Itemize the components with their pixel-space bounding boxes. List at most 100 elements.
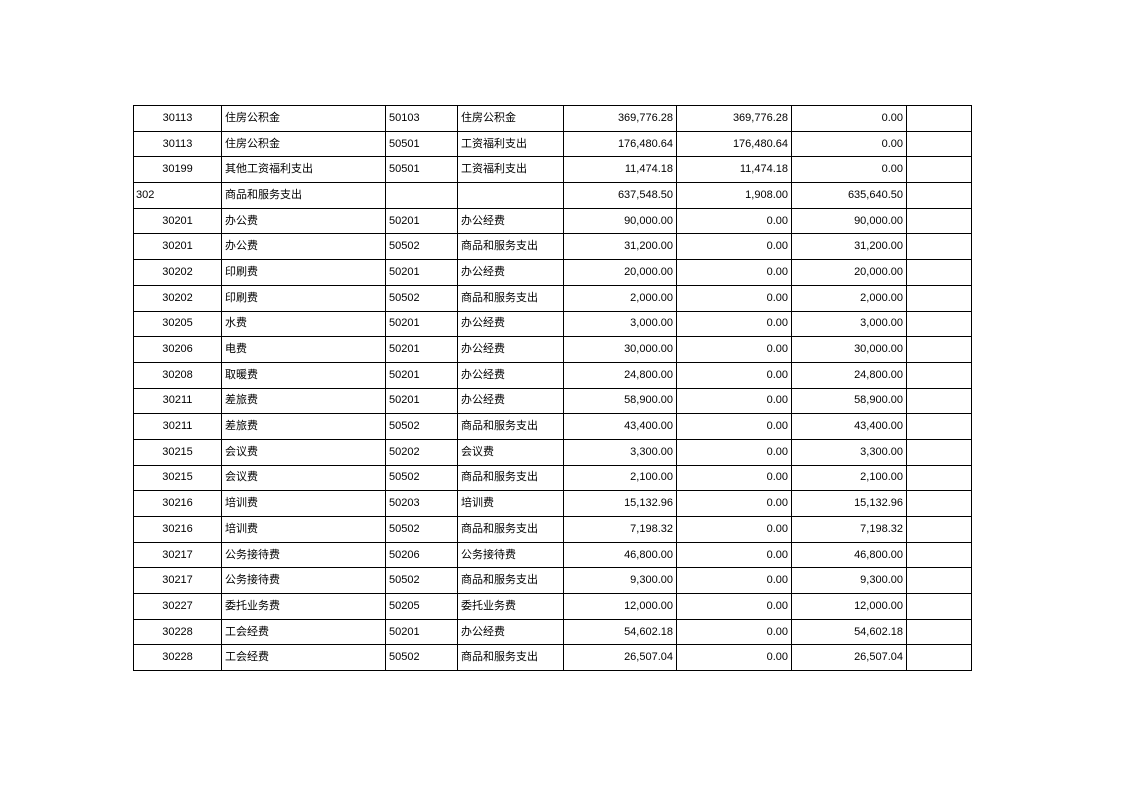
cell-account-subject-name: 办公经费 [457, 618, 564, 646]
cell-empty-cell [906, 130, 972, 158]
table-row: 30217 公务接待费 50502 商品和服务支出 9,300.00 0.00 9,300.… [133, 567, 972, 595]
cell-account-subject-name: 公务接待费 [457, 541, 564, 569]
cell-empty-cell [906, 105, 972, 132]
cell-amount-col-3: 54,602.18 [791, 618, 907, 646]
cell-economic-class-name: 差旅费 [221, 413, 386, 440]
cell-economic-class-name: 印刷费 [221, 259, 386, 286]
cell-empty-cell [906, 541, 972, 569]
cell-economic-class-code: 30206 [133, 336, 222, 363]
cell-account-subject-name: 商品和服务支出 [457, 413, 564, 440]
cell-account-subject-name: 办公经费 [457, 207, 564, 235]
table-row: 30228 工会经费 50201 办公经费 54,602.18 0.00 54,602.18 [133, 618, 972, 646]
cell-economic-class-name: 培训费 [221, 516, 386, 543]
cell-account-subject-code: 50502 [385, 233, 458, 261]
cell-amount-col-1: 20,000.00 [563, 259, 677, 286]
cell-amount-col-2: 0.00 [676, 490, 792, 517]
table-row: 30201 办公费 50502 商品和服务支出 31,200.00 0.00 31,200.… [133, 233, 972, 261]
cell-economic-class-code: 30228 [133, 618, 222, 646]
cell-amount-col-3: 0.00 [791, 156, 907, 184]
cell-account-subject-name: 办公经费 [457, 336, 564, 363]
table-row: 30113 住房公积金 50501 工资福利支出 176,480.64 176,480.6… [133, 130, 972, 158]
cell-amount-col-1: 46,800.00 [563, 541, 677, 569]
cell-amount-col-1: 9,300.00 [563, 567, 677, 595]
expense-account-mapping-table: 30113 住房公积金 50103 住房公积金 369,776.28 369,776.28… [133, 105, 972, 672]
cell-account-subject-code: 50201 [385, 336, 458, 363]
cell-economic-class-name: 差旅费 [221, 387, 386, 415]
cell-amount-col-3: 90,000.00 [791, 207, 907, 235]
cell-amount-col-3: 31,200.00 [791, 233, 907, 261]
cell-amount-col-3: 12,000.00 [791, 593, 907, 620]
cell-account-subject-name: 会议费 [457, 438, 564, 466]
table-row: 30215 会议费 50202 会议费 3,300.00 0.00 3,300.00 [133, 438, 972, 466]
cell-amount-col-1: 637,548.50 [563, 182, 677, 209]
cell-amount-col-3: 2,000.00 [791, 284, 907, 312]
cell-amount-col-2: 0.00 [676, 464, 792, 492]
cell-economic-class-name: 会议费 [221, 438, 386, 466]
cell-amount-col-2: 0.00 [676, 644, 792, 672]
cell-amount-col-3: 15,132.96 [791, 490, 907, 517]
table-row: 30227 委托业务费 50205 委托业务费 12,000.00 0.00 12,000.… [133, 593, 972, 620]
cell-amount-col-2: 0.00 [676, 618, 792, 646]
cell-economic-class-name: 公务接待费 [221, 567, 386, 595]
cell-economic-class-name: 电费 [221, 336, 386, 363]
cell-amount-col-3: 43,400.00 [791, 413, 907, 440]
table-row: 30201 办公费 50201 办公经费 90,000.00 0.00 90,000.00 [133, 207, 972, 235]
cell-account-subject-code: 50201 [385, 387, 458, 415]
cell-account-subject-code: 50502 [385, 413, 458, 440]
cell-economic-class-code: 30215 [133, 464, 222, 492]
cell-amount-col-3: 26,507.04 [791, 644, 907, 672]
cell-account-subject-code [385, 182, 458, 209]
cell-economic-class-name: 会议费 [221, 464, 386, 492]
cell-amount-col-2: 1,908.00 [676, 182, 792, 209]
cell-account-subject-name [457, 182, 564, 209]
cell-account-subject-name: 住房公积金 [457, 105, 564, 132]
cell-amount-col-3: 30,000.00 [791, 336, 907, 363]
cell-economic-class-code: 30202 [133, 259, 222, 286]
cell-account-subject-code: 50502 [385, 644, 458, 672]
cell-amount-col-2: 11,474.18 [676, 156, 792, 184]
cell-amount-col-2: 0.00 [676, 567, 792, 595]
cell-amount-col-3: 24,800.00 [791, 361, 907, 389]
cell-account-subject-name: 商品和服务支出 [457, 284, 564, 312]
cell-account-subject-code: 50201 [385, 361, 458, 389]
cell-account-subject-code: 50206 [385, 541, 458, 569]
table-row: 30215 会议费 50502 商品和服务支出 2,100.00 0.00 2,100.00 [133, 464, 972, 492]
cell-economic-class-name: 水费 [221, 310, 386, 338]
cell-economic-class-name: 住房公积金 [221, 105, 386, 132]
cell-economic-class-code: 30208 [133, 361, 222, 389]
table-row: 30199 其他工资福利支出 50501 工资福利支出 11,474.18 11,474.… [133, 156, 972, 184]
cell-empty-cell [906, 233, 972, 261]
cell-amount-col-1: 369,776.28 [563, 105, 677, 132]
cell-amount-col-3: 7,198.32 [791, 516, 907, 543]
cell-amount-col-1: 3,000.00 [563, 310, 677, 338]
cell-economic-class-code: 30211 [133, 387, 222, 415]
cell-amount-col-1: 58,900.00 [563, 387, 677, 415]
cell-amount-col-1: 26,507.04 [563, 644, 677, 672]
cell-economic-class-code: 30228 [133, 644, 222, 672]
cell-economic-class-code: 30215 [133, 438, 222, 466]
cell-economic-class-name: 培训费 [221, 490, 386, 517]
cell-amount-col-2: 0.00 [676, 233, 792, 261]
cell-economic-class-name: 印刷费 [221, 284, 386, 312]
cell-amount-col-3: 46,800.00 [791, 541, 907, 569]
cell-amount-col-1: 24,800.00 [563, 361, 677, 389]
cell-amount-col-2: 0.00 [676, 516, 792, 543]
cell-empty-cell [906, 438, 972, 466]
cell-account-subject-name: 工资福利支出 [457, 130, 564, 158]
cell-account-subject-name: 工资福利支出 [457, 156, 564, 184]
table-row: 30205 水费 50201 办公经费 3,000.00 0.00 3,000.00 [133, 310, 972, 338]
cell-account-subject-name: 培训费 [457, 490, 564, 517]
cell-account-subject-code: 50203 [385, 490, 458, 517]
cell-economic-class-code: 30211 [133, 413, 222, 440]
cell-empty-cell [906, 413, 972, 440]
cell-economic-class-name: 商品和服务支出 [221, 182, 386, 209]
cell-economic-class-name: 委托业务费 [221, 593, 386, 620]
table-row: 30228 工会经费 50502 商品和服务支出 26,507.04 0.00 26,507… [133, 644, 972, 672]
cell-economic-class-code: 30199 [133, 156, 222, 184]
cell-empty-cell [906, 156, 972, 184]
cell-amount-col-3: 0.00 [791, 105, 907, 132]
cell-amount-col-1: 7,198.32 [563, 516, 677, 543]
table-row: 30216 培训费 50502 商品和服务支出 7,198.32 0.00 7,198.32 [133, 516, 972, 543]
cell-economic-class-name: 其他工资福利支出 [221, 156, 386, 184]
cell-account-subject-code: 50201 [385, 207, 458, 235]
